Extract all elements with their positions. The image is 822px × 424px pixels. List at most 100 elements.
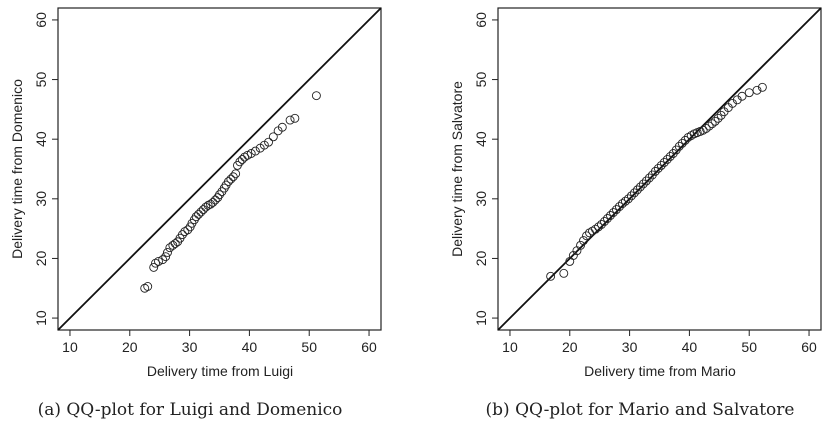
data-point (644, 173, 654, 183)
data-point (140, 283, 150, 293)
data-point (180, 227, 190, 237)
data-point (638, 179, 648, 189)
data-point (582, 231, 591, 241)
data-point (264, 137, 273, 147)
y-axis-title-b: Delivery time from Salvatore (449, 81, 465, 257)
y-tick-label: 40 (33, 131, 49, 147)
x-tick-label: 10 (62, 339, 78, 355)
y-axis-title-a: Delivery time from Domenico (9, 79, 25, 259)
data-point (170, 239, 180, 248)
data-point (250, 146, 260, 156)
data-point (686, 131, 696, 141)
data-point (650, 166, 660, 176)
data-point (635, 182, 645, 192)
data-point (603, 214, 612, 223)
data-point (588, 226, 597, 236)
data-point (606, 211, 615, 220)
y-tick-label: 30 (473, 191, 489, 207)
caption-b: (b) QQ-plot for Mario and Salvatore (486, 400, 795, 420)
x-axis-title-b: Delivery time from Mario (584, 363, 736, 379)
x-tick-label: 20 (122, 339, 138, 355)
data-point (546, 271, 556, 281)
data-point (228, 172, 238, 182)
x-ticks-b: 10 20 30 40 50 60 (502, 330, 817, 355)
data-point (757, 82, 767, 92)
y-tick-label: 10 (473, 310, 489, 326)
data-point (215, 190, 224, 200)
data-point (704, 121, 714, 131)
data-point (210, 195, 220, 205)
data-point (632, 185, 642, 195)
data-point (231, 169, 241, 179)
data-point (680, 135, 690, 145)
data-point (203, 200, 213, 210)
data-point (674, 141, 684, 151)
points-b (546, 82, 767, 281)
data-point (226, 174, 236, 184)
points-a (140, 91, 321, 293)
data-point (576, 240, 585, 250)
data-point (665, 152, 675, 161)
data-point (235, 157, 245, 167)
x-tick-label: 40 (242, 339, 258, 355)
data-point (656, 160, 666, 170)
data-point (744, 88, 754, 98)
data-point (154, 256, 163, 266)
x-tick-label: 30 (182, 339, 198, 355)
data-point (617, 199, 627, 209)
data-point (143, 282, 153, 291)
data-point (177, 230, 187, 240)
caption-a: (a) QQ-plot for Luigi and Domenico (38, 400, 343, 420)
x-tick-label: 20 (562, 339, 578, 355)
data-point (268, 132, 278, 142)
data-point (653, 163, 663, 173)
x-tick-label: 40 (682, 339, 698, 355)
data-point (311, 91, 321, 101)
panel-b: 10 20 30 40 50 60 10 20 30 40 50 60 Delivery time … (449, 7, 822, 420)
data-point (614, 202, 624, 212)
data-point (623, 194, 633, 204)
data-point (611, 205, 621, 214)
data-point (191, 212, 201, 222)
data-point (597, 220, 606, 229)
data-point (641, 176, 651, 186)
x-tick-label: 30 (622, 339, 638, 355)
data-point (579, 236, 588, 246)
data-point (151, 258, 160, 268)
data-point (620, 196, 630, 206)
data-point (677, 138, 687, 148)
panel-a: 10 20 30 40 50 60 10 20 30 40 50 60 Delivery time … (9, 7, 382, 420)
x-tick-label: 60 (801, 339, 817, 355)
data-point (201, 202, 211, 212)
data-point (659, 157, 669, 167)
data-point (246, 149, 256, 158)
x-ticks-a: 10 20 30 40 50 60 (62, 330, 377, 355)
data-point (710, 116, 720, 126)
data-point (608, 208, 618, 217)
y-tick-label: 40 (473, 131, 489, 147)
y-tick-label: 50 (33, 72, 49, 88)
data-point (701, 124, 711, 133)
data-point (752, 85, 762, 95)
data-point (158, 255, 168, 265)
x-axis-title-a: Delivery time from Luigi (147, 363, 293, 379)
x-tick-label: 50 (741, 339, 757, 355)
plot-frame-b (497, 7, 822, 331)
data-point (662, 155, 672, 164)
data-point (737, 91, 747, 101)
data-point (698, 125, 708, 135)
data-point (713, 113, 723, 123)
data-point (290, 113, 300, 123)
data-point (161, 252, 171, 262)
data-point (629, 188, 639, 198)
y-tick-label: 10 (33, 310, 49, 326)
data-point (237, 155, 247, 164)
data-point (277, 122, 287, 132)
y-tick-label: 30 (33, 191, 49, 207)
x-tick-label: 60 (361, 339, 377, 355)
y-ticks-b: 10 20 30 40 50 60 (473, 12, 498, 326)
data-point (594, 222, 603, 232)
data-point (198, 205, 208, 214)
data-point (163, 248, 172, 257)
